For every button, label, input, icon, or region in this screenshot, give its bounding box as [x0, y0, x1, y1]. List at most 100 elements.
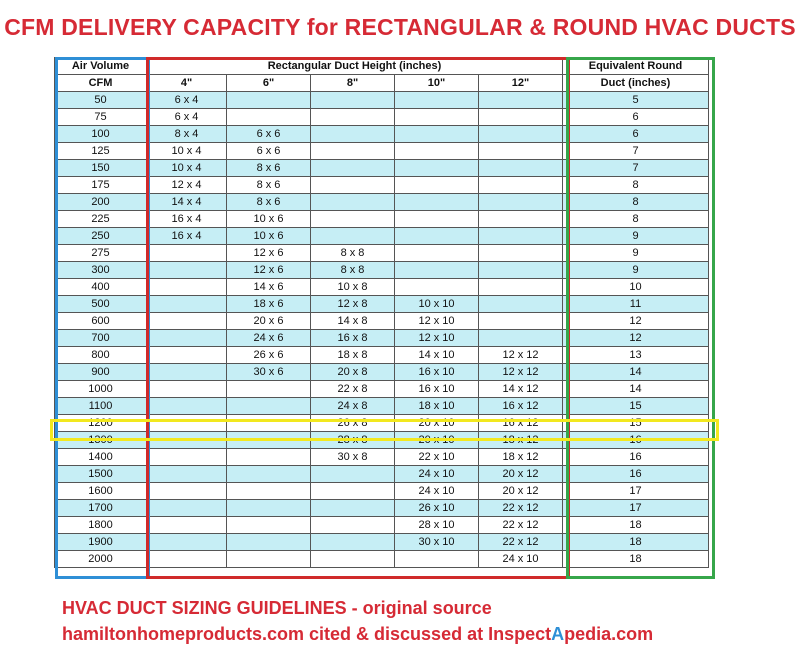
- cell-d6: 10 x 6: [226, 210, 311, 228]
- cell-d8: [310, 533, 395, 551]
- cell-cfm: 1900: [54, 533, 147, 551]
- cell-d4: [146, 346, 227, 364]
- cell-d6: [226, 431, 311, 449]
- table-row: 1400 30 x 8 22 x 10 18 x 12 16: [54, 448, 709, 466]
- cell-d8: 20 x 8: [310, 363, 395, 381]
- cell-d10: [394, 227, 479, 245]
- footer-citation-prefix: hamiltonhomeproducts.com cited & discuss…: [62, 624, 552, 644]
- header-height-12: 12": [478, 74, 563, 92]
- footer-source-line: HVAC DUCT SIZING GUIDELINES - original s…: [62, 598, 492, 618]
- cell-d8: [310, 108, 395, 126]
- cell-d12: [478, 91, 563, 109]
- cell-d4: 16 x 4: [146, 227, 227, 245]
- cell-d12: 20 x 12: [478, 465, 563, 483]
- cell-d8: [310, 550, 395, 568]
- footer-citation-suffix: pedia.com: [564, 624, 654, 644]
- cell-d8: 18 x 8: [310, 346, 395, 364]
- table-row: 500 18 x 6 12 x 8 10 x 10 11: [54, 295, 709, 313]
- cell-round: 18: [562, 516, 709, 534]
- cell-cfm: 150: [54, 159, 147, 177]
- cell-d8: [310, 176, 395, 194]
- cell-d12: 12 x 12: [478, 363, 563, 381]
- cell-d6: 24 x 6: [226, 329, 311, 347]
- duct-table-wrapper: Air Volume Rectangular Duct Height (inch…: [54, 57, 709, 568]
- cell-d10: 12 x 10: [394, 312, 479, 330]
- table-row: 700 24 x 6 16 x 8 12 x 10 12: [54, 329, 709, 347]
- cell-d12: [478, 193, 563, 211]
- cell-d12: [478, 261, 563, 279]
- cell-d10: [394, 125, 479, 143]
- cell-round: 10: [562, 278, 709, 296]
- cell-d12: 18 x 12: [478, 431, 563, 449]
- cell-d4: [146, 482, 227, 500]
- cell-d12: [478, 142, 563, 160]
- cell-round: 12: [562, 329, 709, 347]
- table-row: 400 14 x 6 10 x 8 10: [54, 278, 709, 296]
- cell-round: 7: [562, 159, 709, 177]
- cell-cfm: 1100: [54, 397, 147, 415]
- cell-d12: 18 x 12: [478, 448, 563, 466]
- cell-d10: 16 x 10: [394, 380, 479, 398]
- cell-d10: 18 x 10: [394, 397, 479, 415]
- table-row: 600 20 x 6 14 x 8 12 x 10 12: [54, 312, 709, 330]
- cell-d6: 8 x 6: [226, 176, 311, 194]
- cell-cfm: 250: [54, 227, 147, 245]
- cell-cfm: 1700: [54, 499, 147, 517]
- cell-d12: [478, 278, 563, 296]
- cell-d4: [146, 414, 227, 432]
- cell-d6: [226, 397, 311, 415]
- cell-d6: 12 x 6: [226, 244, 311, 262]
- cell-round: 14: [562, 380, 709, 398]
- table-row: 1600 24 x 10 20 x 12 17: [54, 482, 709, 500]
- cell-d4: [146, 278, 227, 296]
- table-row: 1100 24 x 8 18 x 10 16 x 12 15: [54, 397, 709, 415]
- cell-round: 9: [562, 244, 709, 262]
- footer-citation-line: hamiltonhomeproducts.com cited & discuss…: [62, 624, 653, 645]
- header-round-line2: Duct (inches): [562, 74, 709, 92]
- cell-d8: 10 x 8: [310, 278, 395, 296]
- cell-d8: 8 x 8: [310, 261, 395, 279]
- cell-d8: 22 x 8: [310, 380, 395, 398]
- cell-d10: [394, 244, 479, 262]
- cell-round: 7: [562, 142, 709, 160]
- cell-d10: 22 x 10: [394, 448, 479, 466]
- cell-d10: 24 x 10: [394, 482, 479, 500]
- cell-cfm: 700: [54, 329, 147, 347]
- cell-d10: [394, 550, 479, 568]
- cell-d4: [146, 312, 227, 330]
- table-row: 1700 26 x 10 22 x 12 17: [54, 499, 709, 517]
- cell-d6: [226, 482, 311, 500]
- table-row: 1200 26 x 8 20 x 10 16 x 12 15: [54, 414, 709, 432]
- cell-d12: 14 x 12: [478, 380, 563, 398]
- cell-d8: 28 x 8: [310, 431, 395, 449]
- cell-cfm: 1500: [54, 465, 147, 483]
- cell-round: 9: [562, 261, 709, 279]
- cell-d10: 10 x 10: [394, 295, 479, 313]
- cell-d10: 20 x 10: [394, 414, 479, 432]
- cell-d8: [310, 227, 395, 245]
- header-height-6: 6": [226, 74, 311, 92]
- cell-d6: 14 x 6: [226, 278, 311, 296]
- cell-d12: 22 x 12: [478, 516, 563, 534]
- cell-d8: [310, 499, 395, 517]
- cell-cfm: 75: [54, 108, 147, 126]
- header-height-4: 4": [146, 74, 227, 92]
- cell-d4: 6 x 4: [146, 108, 227, 126]
- cell-d4: [146, 397, 227, 415]
- table-row: 1900 30 x 10 22 x 12 18: [54, 533, 709, 551]
- table-row: 1800 28 x 10 22 x 12 18: [54, 516, 709, 534]
- cell-d10: [394, 91, 479, 109]
- cell-d6: [226, 533, 311, 551]
- cell-d6: 18 x 6: [226, 295, 311, 313]
- cell-round: 9: [562, 227, 709, 245]
- cell-d10: [394, 261, 479, 279]
- cell-d8: [310, 210, 395, 228]
- cell-d12: [478, 210, 563, 228]
- cell-round: 16: [562, 465, 709, 483]
